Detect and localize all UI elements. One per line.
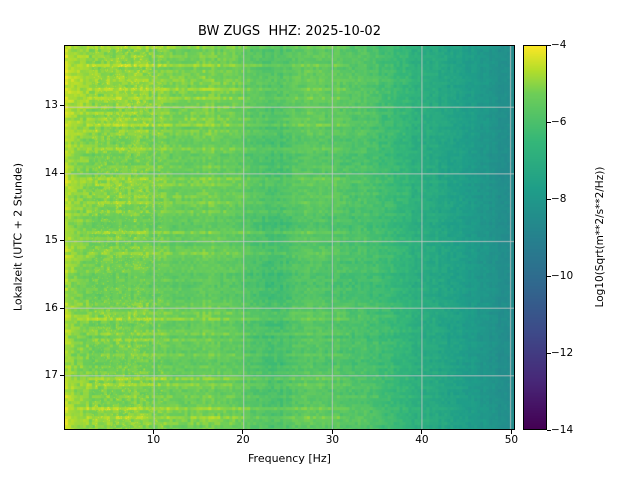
- x-tick-label: 30: [325, 434, 340, 446]
- x-tick-mark: [421, 430, 423, 434]
- colorbar-tick-label: −10: [551, 269, 574, 282]
- colorbar-tick-mark: [547, 121, 551, 123]
- x-tick-label: 10: [146, 434, 161, 446]
- x-tick-label: 40: [415, 434, 429, 446]
- plot-title: BW ZUGS HHZ: 2025-10-02: [198, 24, 381, 39]
- colorbar-tick-label: −6: [551, 115, 567, 128]
- colorbar-tick-mark: [547, 352, 551, 354]
- x-tick-label: 20: [236, 434, 250, 446]
- colorbar-tick-mark: [547, 275, 551, 277]
- colorbar-tick-mark: [547, 429, 551, 431]
- y-tick-label: 16: [44, 301, 58, 314]
- x-tick-mark: [510, 430, 512, 434]
- y-tick-label: 14: [44, 166, 58, 179]
- y-tick-mark: [60, 105, 64, 107]
- x-tick-mark: [152, 430, 154, 434]
- y-tick-mark: [60, 240, 64, 242]
- x-axis-label: Frequency [Hz]: [248, 452, 331, 465]
- colorbar-tick-mark: [547, 44, 551, 46]
- y-tick-label: 17: [44, 369, 58, 382]
- y-tick-mark: [60, 307, 64, 309]
- plot-area: [64, 45, 515, 430]
- spectrogram-heatmap: [65, 46, 514, 429]
- colorbar-tick-label: −4: [551, 38, 567, 51]
- colorbar-tick-label: −8: [551, 192, 567, 205]
- y-axis-label: Lokalzeit (UTC + 2 Stunde): [11, 162, 25, 312]
- colorbar: [523, 45, 547, 430]
- colorbar-label: Log10(Sqrt(m**2/s**2/Hz)): [594, 166, 606, 308]
- y-tick-mark: [60, 375, 64, 377]
- x-tick-mark: [242, 430, 244, 434]
- y-tick-label: 15: [44, 234, 58, 247]
- y-tick-label: 13: [44, 99, 58, 112]
- colorbar-tick-label: −14: [551, 423, 574, 436]
- y-tick-mark: [60, 172, 64, 174]
- x-tick-mark: [331, 430, 333, 434]
- colorbar-tick-mark: [547, 198, 551, 200]
- x-tick-label: 50: [504, 434, 519, 446]
- colorbar-tick-label: −12: [551, 346, 574, 359]
- colorbar-gradient: [524, 46, 546, 429]
